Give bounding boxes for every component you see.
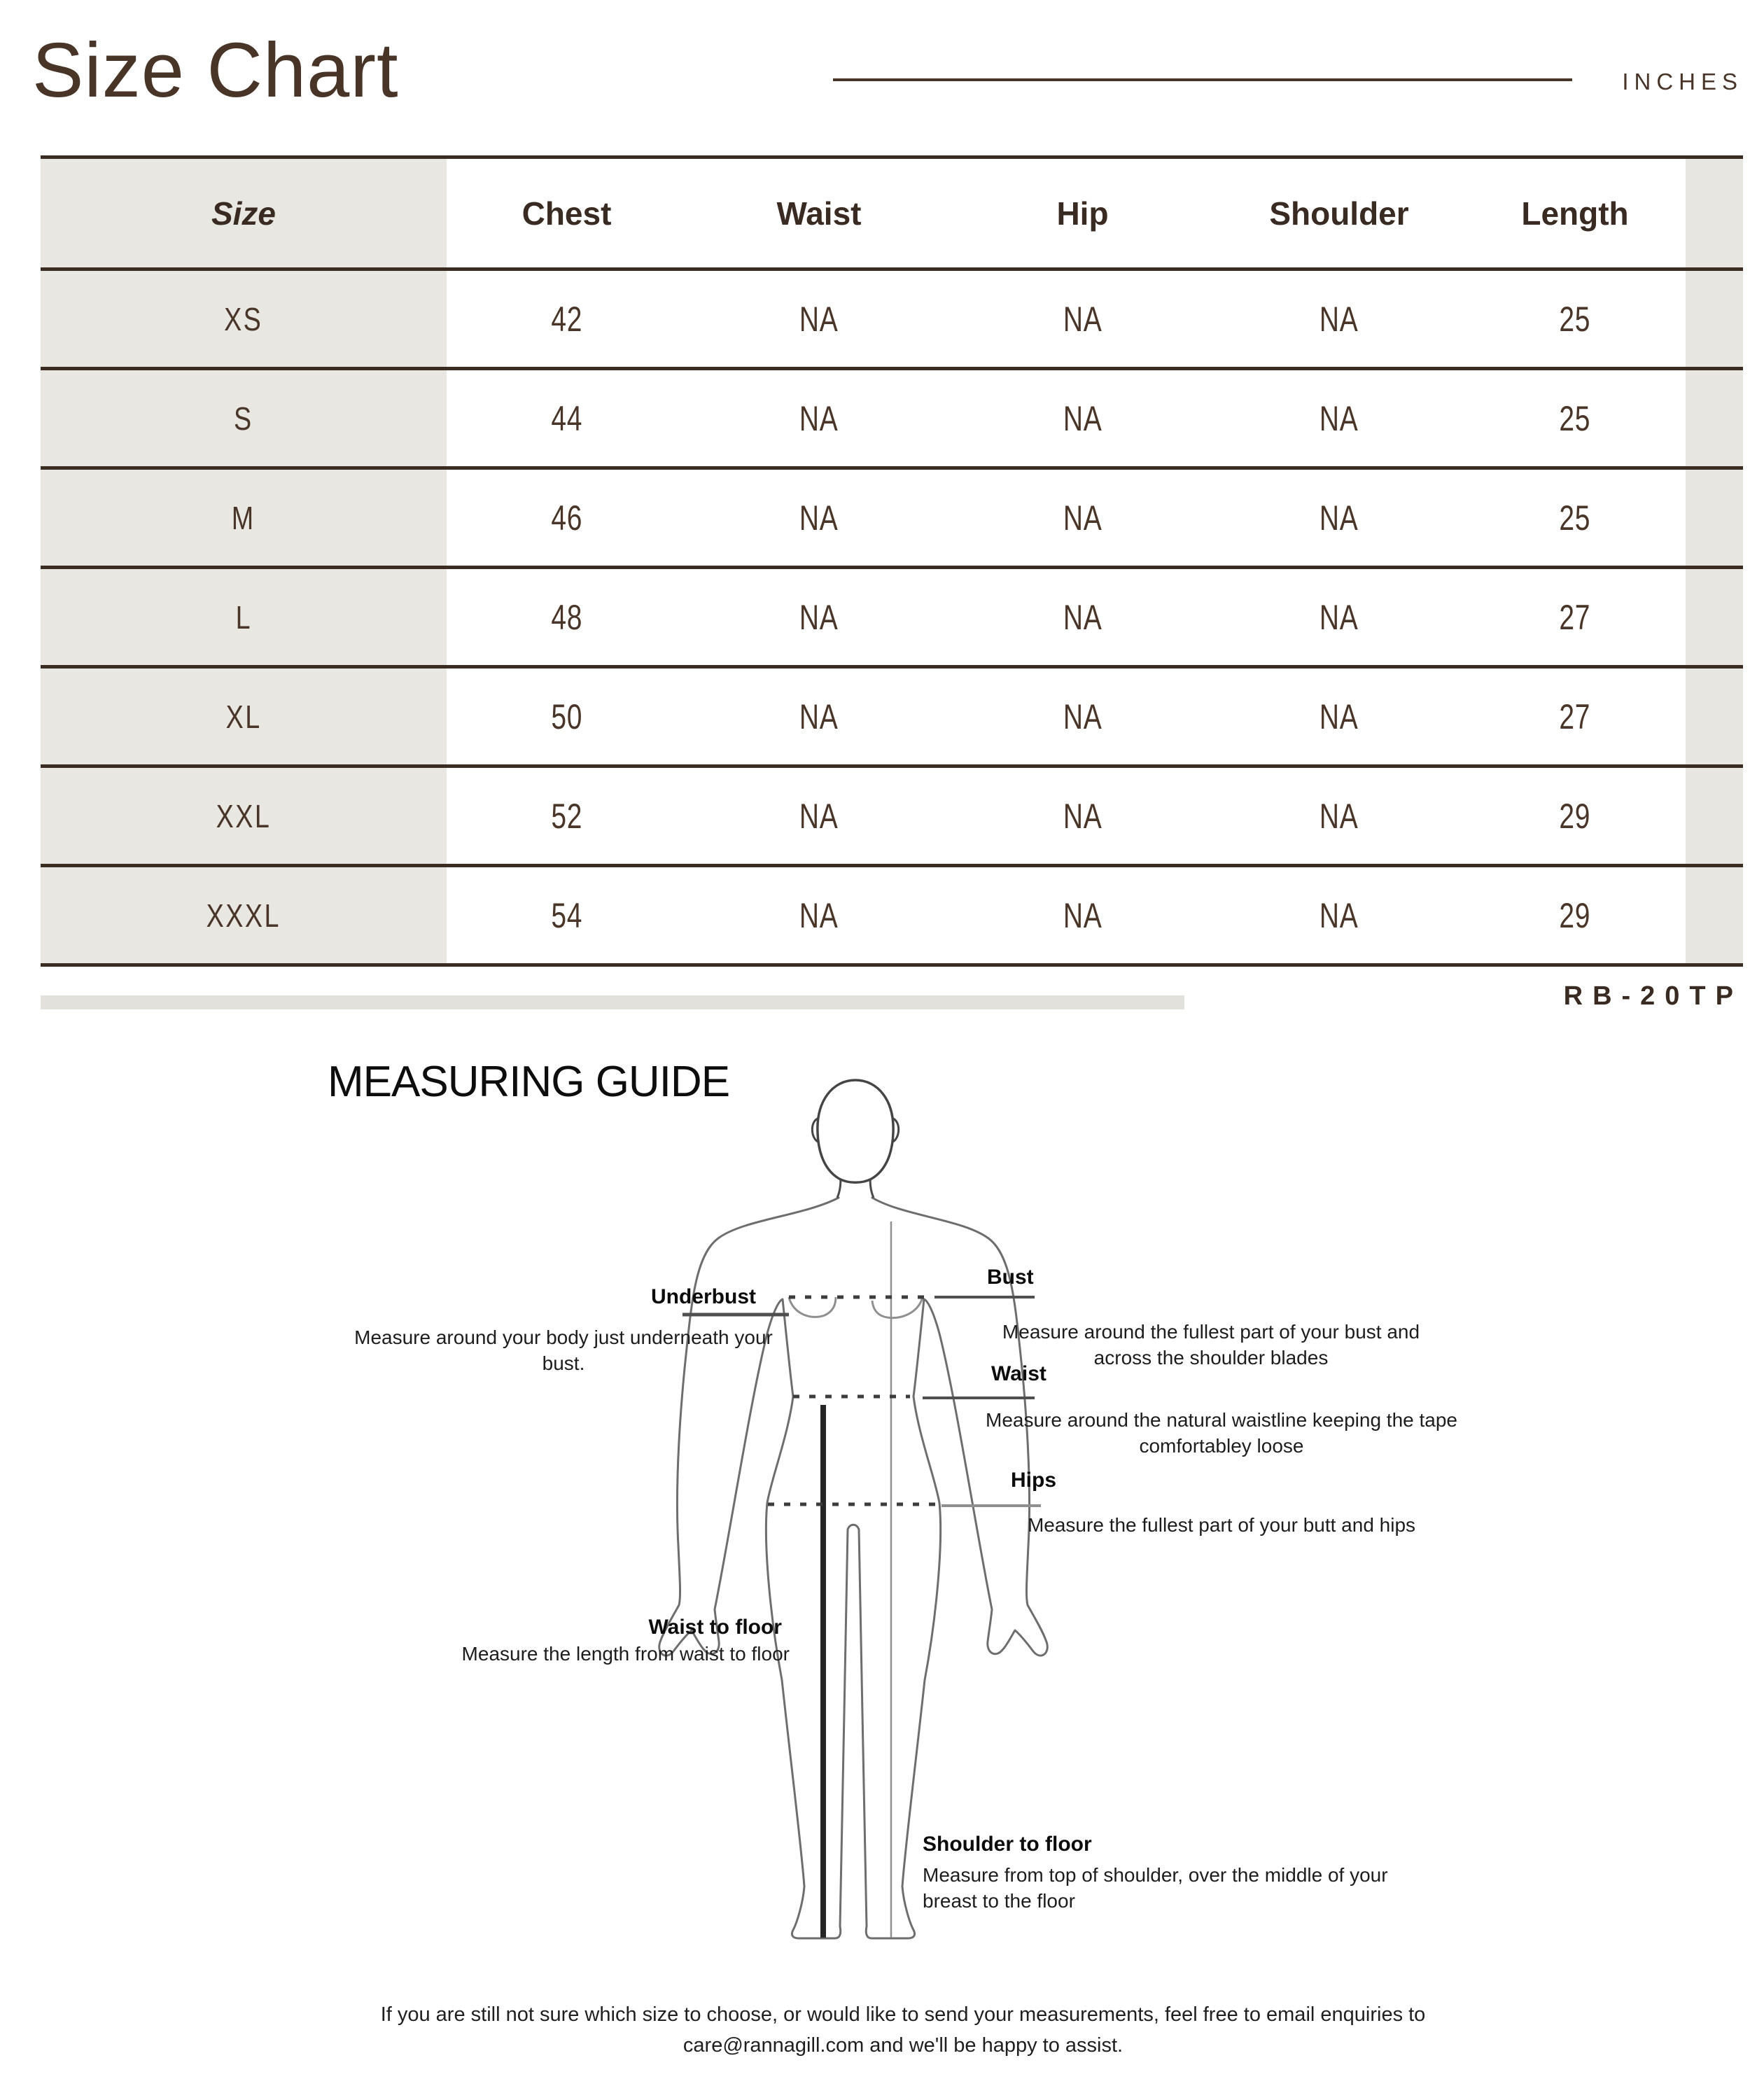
cell-shoulder: NA	[1320, 796, 1359, 836]
cell-size: M	[41, 470, 447, 566]
table-header-row: Size Chest Waist Hip Shoulder Length	[41, 159, 1743, 271]
cell-hip: NA	[1063, 696, 1102, 736]
hips-label: Hips	[1011, 1469, 1057, 1492]
cell-hip: NA	[1063, 498, 1102, 538]
table-row: XXXL 54 NA NA NA 29	[41, 867, 1743, 967]
right-strip-cell	[1686, 668, 1743, 764]
cell-size: S	[41, 370, 447, 466]
divider-bar	[41, 995, 1184, 1009]
table-row: M 46 NA NA NA 25	[41, 470, 1743, 569]
cell-length: 27	[1559, 696, 1591, 736]
head-outline	[816, 1079, 895, 1184]
right-strip-cell	[1686, 159, 1743, 267]
cell-chest: 54	[551, 895, 582, 935]
cell-waist: NA	[799, 597, 839, 637]
waist-description: Measure around the natural waistline kee…	[986, 1409, 1457, 1457]
table-row: XL 50 NA NA NA 27	[41, 668, 1743, 768]
column-header-shoulder: Shoulder	[1269, 195, 1409, 232]
measuring-guide-title: MEASURING GUIDE	[328, 1058, 730, 1106]
bust-label: Bust	[987, 1266, 1034, 1289]
cell-chest: 44	[551, 398, 582, 438]
right-strip-cell	[1686, 470, 1743, 566]
right-strip-cell	[1686, 271, 1743, 367]
cell-shoulder: NA	[1320, 895, 1359, 935]
cell-length: 29	[1559, 796, 1591, 836]
cell-length: 25	[1559, 498, 1591, 538]
size-table: Size Chest Waist Hip Shoulder Length XS 4…	[41, 155, 1743, 967]
cell-shoulder: NA	[1320, 696, 1359, 736]
cell-hip: NA	[1063, 895, 1102, 935]
product-code: RB-20TP	[1563, 981, 1743, 1011]
shoulder-to-floor-description: Measure from top of shoulder, over the m…	[923, 1864, 1388, 1912]
cell-shoulder: NA	[1320, 398, 1359, 438]
cell-shoulder: NA	[1320, 597, 1359, 637]
left-ear-outline	[811, 1117, 820, 1144]
underbust-label: Underbust	[651, 1285, 756, 1308]
waist-to-floor-label: Waist to floor	[648, 1616, 782, 1639]
column-header-length: Length	[1521, 195, 1629, 232]
cell-size: XS	[41, 271, 447, 367]
table-row: XXL 52 NA NA NA 29	[41, 768, 1743, 867]
right-strip-cell	[1686, 867, 1743, 963]
cell-waist: NA	[799, 696, 839, 736]
table-row: S 44 NA NA NA 25	[41, 370, 1743, 470]
cell-chest: 48	[551, 597, 582, 637]
body-outline	[658, 1196, 1049, 1940]
column-header-chest: Chest	[522, 195, 612, 232]
cell-hip: NA	[1063, 398, 1102, 438]
right-strip-cell	[1686, 370, 1743, 466]
cell-chest: 46	[551, 498, 582, 538]
waist-to-floor-description: Measure the length from waist to floor	[461, 1643, 790, 1665]
cell-hip: NA	[1063, 299, 1102, 339]
table-row: XS 42 NA NA NA 25	[41, 271, 1743, 370]
bust-description: Measure around the fullest part of your …	[1002, 1321, 1420, 1368]
table-row: L 48 NA NA NA 27	[41, 569, 1743, 668]
underbust-description: Measure around your body just underneath…	[354, 1326, 773, 1374]
right-ear-outline	[891, 1117, 900, 1144]
cell-waist: NA	[799, 299, 839, 339]
shoulder-to-floor-label: Shoulder to floor	[923, 1833, 1092, 1856]
cell-size: L	[41, 569, 447, 665]
cell-length: 27	[1559, 597, 1591, 637]
right-strip-cell	[1686, 569, 1743, 665]
waist-label: Waist	[991, 1362, 1046, 1385]
cell-shoulder: NA	[1320, 498, 1359, 538]
footer-note: If you are still not sure which size to …	[380, 2003, 1426, 2057]
bust-curves	[788, 1296, 924, 1320]
hips-description: Measure the fullest part of your butt an…	[1027, 1514, 1416, 1536]
right-strip-cell	[1686, 768, 1743, 864]
cell-hip: NA	[1063, 597, 1102, 637]
cell-waist: NA	[799, 498, 839, 538]
cell-waist: NA	[799, 398, 839, 438]
cell-waist: NA	[799, 796, 839, 836]
unit-label: INCHES	[1622, 69, 1743, 94]
page-title: Size Chart	[32, 27, 399, 113]
size-table-body: XS 42 NA NA NA 25 S 44 NA NA NA 25 M 46 NA NA NA 25 L 48 NA N…	[41, 271, 1743, 967]
cell-hip: NA	[1063, 796, 1102, 836]
cell-length: 29	[1559, 895, 1591, 935]
column-header-hip: Hip	[1056, 195, 1109, 232]
cell-chest: 52	[551, 796, 582, 836]
cell-size: XXXL	[41, 867, 447, 963]
column-header-size: Size	[41, 159, 447, 267]
cell-size: XL	[41, 668, 447, 764]
body-figure-illustration	[658, 1079, 1049, 1940]
cell-shoulder: NA	[1320, 299, 1359, 339]
title-rule	[833, 78, 1572, 81]
cell-size: XXL	[41, 768, 447, 864]
cell-chest: 42	[551, 299, 582, 339]
cell-length: 25	[1559, 398, 1591, 438]
cell-waist: NA	[799, 895, 839, 935]
column-header-waist: Waist	[776, 195, 862, 232]
cell-length: 25	[1559, 299, 1591, 339]
cell-chest: 50	[551, 696, 582, 736]
